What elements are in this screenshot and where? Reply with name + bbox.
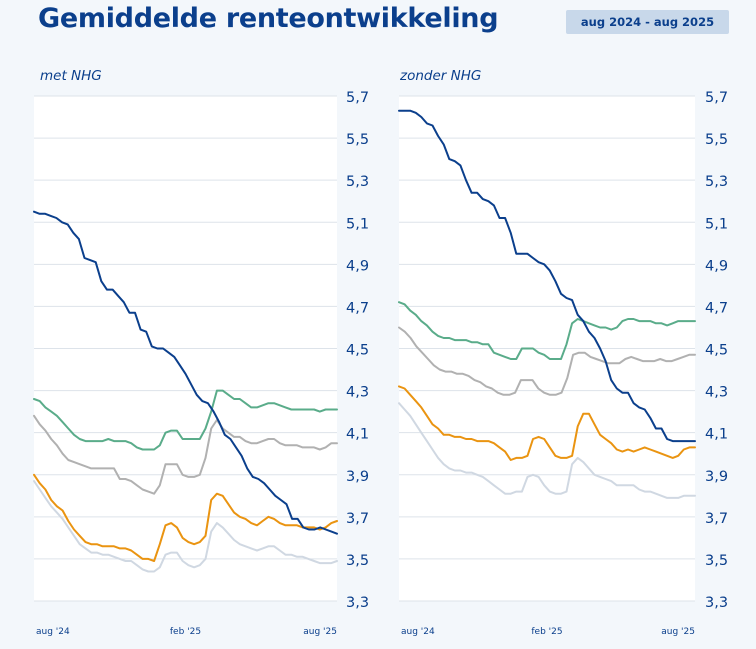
zonder-nhg-series-gray [398, 326, 696, 396]
zonder-nhg-series-orange [398, 385, 696, 461]
met-nhg-series-gray [33, 414, 338, 495]
met-nhg-x-tick-label: aug '24 [36, 627, 70, 637]
met-nhg-y-tick-label: 3,5 [346, 553, 369, 569]
zonder-nhg-y-tick-label: 3,3 [705, 595, 728, 611]
zonder-nhg-y-tick-label: 4,5 [705, 343, 728, 359]
zonder-nhg-y-tick-label: 5,3 [705, 174, 728, 190]
met-nhg-series-green [33, 389, 338, 451]
zonder-nhg-series-green [398, 301, 696, 360]
zonder-nhg-y-tick-label: 3,5 [705, 553, 728, 569]
met-nhg-x-tick-label: feb '25 [170, 627, 201, 637]
zonder-nhg-series-lightgray [398, 402, 696, 499]
met-nhg-y-tick-label: 5,5 [346, 132, 369, 148]
met-nhg-y-tick-label: 3,7 [346, 511, 369, 527]
met-nhg-series-navy [33, 210, 338, 535]
zonder-nhg-series-navy [398, 109, 696, 443]
met-nhg-chart-title: met NHG [40, 68, 102, 84]
zonder-nhg-y-tick-label: 4,3 [705, 385, 728, 401]
met-nhg-y-tick-label: 3,9 [346, 469, 369, 485]
zonder-nhg-y-tick-label: 4,1 [705, 427, 728, 443]
zonder-nhg-y-tick-label: 4,9 [705, 258, 728, 274]
zonder-nhg-y-tick-label: 3,7 [705, 511, 728, 527]
met-nhg-y-tick-label: 4,7 [346, 300, 369, 316]
page-title: Gemiddelde renteontwikkeling [38, 3, 499, 34]
zonder-nhg-y-tick-label: 3,9 [705, 469, 728, 485]
met-nhg-y-tick-label: 4,5 [346, 343, 369, 359]
met-nhg-y-tick-label: 5,3 [346, 174, 369, 190]
zonder-nhg-y-tick-label: 5,1 [705, 216, 728, 232]
zonder-nhg-chart-title: zonder NHG [399, 68, 481, 84]
met-nhg-y-tick-label: 5,7 [346, 90, 369, 106]
period-badge: aug 2024 - aug 2025 [566, 10, 729, 34]
zonder-nhg-x-tick-label: aug '25 [661, 627, 695, 637]
met-nhg-y-tick-label: 5,1 [346, 216, 369, 232]
met-nhg-y-tick-label: 4,3 [346, 385, 369, 401]
met-nhg-y-tick-label: 3,3 [346, 595, 369, 611]
met-nhg-series-orange [33, 473, 338, 562]
zonder-nhg-x-tick-label: feb '25 [531, 627, 562, 637]
met-nhg-y-tick-label: 4,9 [346, 258, 369, 274]
met-nhg-x-tick-label: aug '25 [303, 627, 337, 637]
zonder-nhg-x-tick-label: aug '24 [401, 627, 435, 637]
zonder-nhg-y-tick-label: 4,7 [705, 300, 728, 316]
met-nhg-series-lightgray [33, 480, 338, 573]
met-nhg-y-tick-label: 4,1 [346, 427, 369, 443]
zonder-nhg-y-tick-label: 5,7 [705, 90, 728, 106]
zonder-nhg-y-tick-label: 5,5 [705, 132, 728, 148]
